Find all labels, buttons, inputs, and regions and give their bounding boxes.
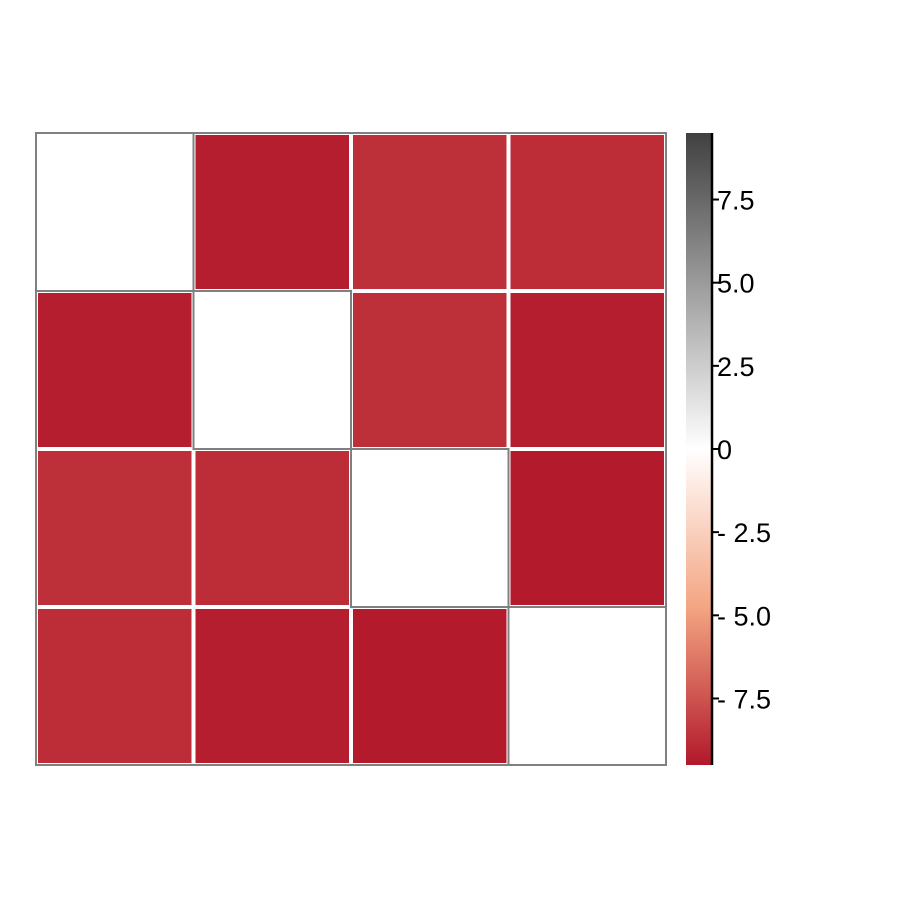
colorbar-tick-label: 7.5: [717, 186, 755, 216]
heatmap-grid: [35, 132, 667, 766]
heatmap-cell-r1-c1: [36, 133, 194, 291]
heatmap-cell-r1-c2: [193, 133, 351, 291]
heatmap-cell-r4-c1: [36, 607, 194, 765]
heatmap-cell-r1-c3: [351, 133, 509, 291]
colorbar-gradient: [686, 133, 711, 765]
heatmap-cell-r3-c3: [351, 449, 509, 607]
heatmap-cell-r3-c1: [36, 449, 194, 607]
plot-border: [35, 132, 667, 766]
colorbar-tick-label: 0: [717, 435, 732, 465]
heatmap-cell-r1-c4: [508, 133, 666, 291]
heatmap-cell-r4-c3: [351, 607, 509, 765]
heatmap-cell-r4-c4: [508, 607, 666, 765]
heatmap-cell-r3-c2: [193, 449, 351, 607]
heatmap-cell-r3-c4: [508, 449, 666, 607]
heatmap-cell-r2-c4: [508, 291, 666, 449]
colorbar-tick-label: - 7.5: [717, 684, 771, 714]
heatmap-cells: [36, 133, 666, 765]
heatmap-cell-r4-c2: [193, 607, 351, 765]
colorbar-tick-label: - 2.5: [717, 518, 771, 548]
colorbar: 7.5 5.0 2.5 0 - 2.5 - 5.0 - 7.5: [686, 133, 771, 765]
diagonal-cell-border: [350, 448, 510, 608]
colorbar-tick-label: - 5.0: [717, 601, 771, 631]
colorbar-tick-label: 2.5: [717, 352, 755, 382]
heatmap-cell-r2-c2: [193, 291, 351, 449]
diagonal-cell-border: [192, 290, 352, 450]
colorbar-tick-label: 5.0: [717, 269, 755, 299]
heatmap-cell-r2-c1: [36, 291, 194, 449]
heatmap-cell-r2-c3: [351, 291, 509, 449]
